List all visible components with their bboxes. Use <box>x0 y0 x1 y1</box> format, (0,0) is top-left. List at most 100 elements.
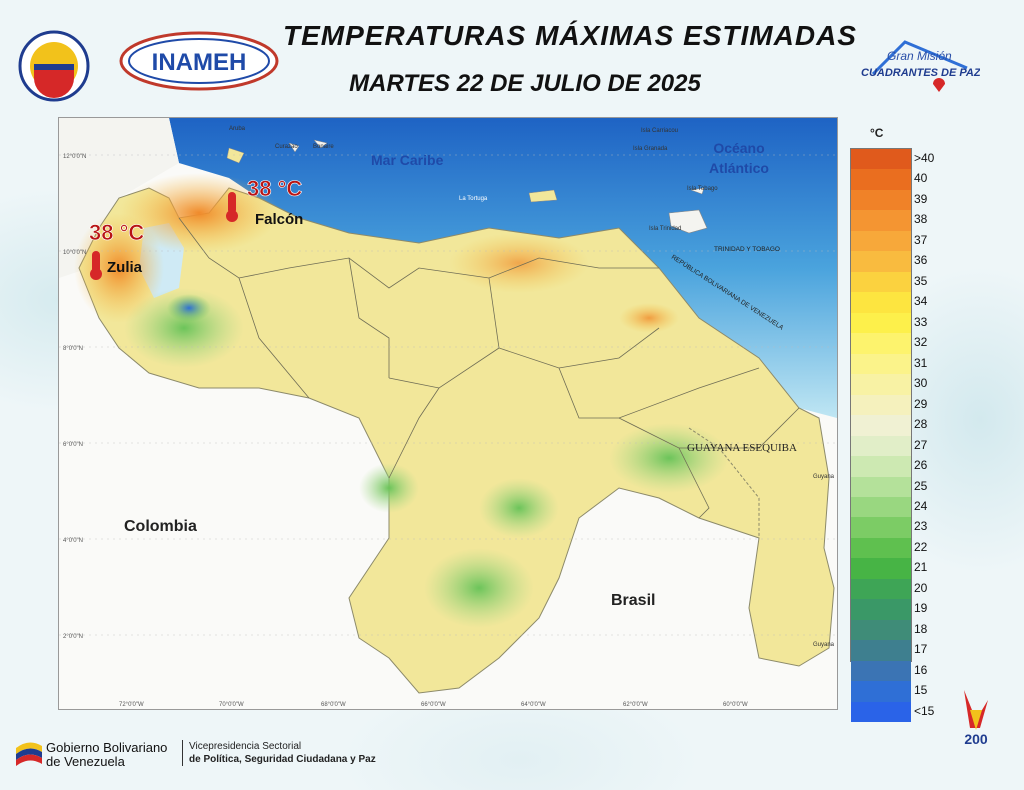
legend-swatch <box>851 619 911 641</box>
legend-swatch <box>851 476 911 497</box>
legend-label: 17 <box>914 642 928 657</box>
hotspot-zulia-temp: 38 °C <box>89 220 144 245</box>
gm-logo-line1: Gran Misión <box>887 49 952 63</box>
hotspot-zulia: 38 °C Zulia <box>89 220 145 280</box>
legend-label: 25 <box>914 478 928 493</box>
label-guyana-2: Guyana <box>813 642 835 648</box>
label-isla-carriacou: Isla Carriacou <box>641 128 678 134</box>
legend-swatch <box>851 251 911 272</box>
hotspot-zulia-place: Zulia <box>107 259 143 276</box>
gobierno-bolivariano-logo: Gobierno Bolivariano de Venezuela <box>14 738 184 770</box>
legend-swatch <box>851 599 911 620</box>
lon-tick: 66°0'0"W <box>421 702 446 708</box>
legend-label: 19 <box>914 601 928 616</box>
legend-label: 35 <box>914 273 928 288</box>
legend-label: >40 <box>914 151 935 165</box>
legend-swatch <box>851 537 911 559</box>
legend-swatch <box>851 149 911 170</box>
legend-label: 23 <box>914 519 928 534</box>
page-title: TEMPERATURAS MÁXIMAS ESTIMADAS <box>283 20 857 51</box>
legend-label: 20 <box>914 580 928 595</box>
legend-label: 36 <box>914 253 928 268</box>
label-colombia: Colombia <box>124 518 197 535</box>
label-bonaire: Bonaire <box>313 144 334 150</box>
legend-label: 24 <box>914 498 928 513</box>
legend-label: 29 <box>914 396 928 411</box>
lon-tick: 60°0'0"W <box>723 702 748 708</box>
hotspot-falcon-temp: 38 °C <box>247 176 302 201</box>
lon-tick: 70°0'0"W <box>219 702 244 708</box>
label-mar-caribe: Mar Caribe <box>371 152 444 168</box>
legend-label: 38 <box>914 212 928 227</box>
vicepresidencia-text: Vicepresidencia Sectorial de Política, S… <box>182 740 376 766</box>
lon-tick: 68°0'0"W <box>321 702 346 708</box>
legend-label: 32 <box>914 335 928 350</box>
lat-tick: 4°0'0"N <box>63 538 83 544</box>
temperature-map: 12°0'0"N 10°0'0"N 8°0'0"N 6°0'0"N 4°0'0"… <box>58 117 838 710</box>
legend-label: 28 <box>914 417 928 432</box>
legend-swatch <box>851 415 911 436</box>
label-isla-trinidad: Isla Trinidad <box>649 226 681 232</box>
legend-swatch <box>851 435 911 457</box>
legend-label: 40 <box>914 171 928 186</box>
gob-line2: de Venezuela <box>46 754 125 769</box>
page-subtitle: MARTES 22 DE JULIO DE 2025 <box>349 70 701 97</box>
legend-label: 16 <box>914 662 928 677</box>
legend-swatch <box>851 558 911 579</box>
gran-mision-logo: Gran Misión CUADRANTES DE PAZ <box>855 28 982 98</box>
legend-label: 21 <box>914 560 928 575</box>
gm-logo-line2: CUADRANTES DE PAZ <box>861 67 980 79</box>
legend-label: 31 <box>914 355 928 370</box>
legend-swatch <box>851 169 911 190</box>
legend-swatch <box>851 271 911 293</box>
legend-swatch <box>851 640 911 661</box>
vp-line2: de Política, Seguridad Ciudadana y Paz <box>189 754 376 765</box>
legend-swatch <box>851 517 911 538</box>
anniv-text: 200 <box>964 731 988 747</box>
legend-swatch <box>851 374 911 395</box>
vp-line1: Vicepresidencia Sectorial <box>189 741 302 752</box>
legend-swatch <box>851 681 911 702</box>
legend-swatch <box>851 701 911 723</box>
lat-tick: 6°0'0"N <box>63 442 83 448</box>
inameh-logo-text: INAMEH <box>152 49 247 76</box>
label-la-tortuga: La Tortuga <box>459 196 488 202</box>
legend-label: 18 <box>914 621 928 636</box>
lat-tick: 12°0'0"N <box>63 154 86 160</box>
label-oceano: Océano <box>713 140 764 156</box>
legend-swatch <box>851 578 911 600</box>
label-guyana-1: Guyana <box>813 474 835 480</box>
legend-label: 27 <box>914 437 928 452</box>
legend-labels: >40 40 39 38 37 36 35 34 33 32 31 30 29 28 27 26 25 24 23 2… <box>914 148 954 721</box>
legend-swatch <box>851 333 911 354</box>
lat-tick: 2°0'0"N <box>63 634 83 640</box>
legend-swatch <box>851 210 911 231</box>
legend-unit: °C <box>870 126 884 140</box>
hotspot-falcon-place: Falcón <box>255 211 303 228</box>
temperature-legend <box>850 148 912 723</box>
legend-label: 22 <box>914 539 928 554</box>
legend-label: <15 <box>914 703 935 718</box>
legend-label: 30 <box>914 376 928 391</box>
label-guayana-esequiba: GUAYANA ESEQUIBA <box>687 442 797 454</box>
legend-swatch <box>851 456 911 477</box>
label-brasil: Brasil <box>611 592 655 609</box>
label-isla-tobago: Isla Tobago <box>687 186 718 192</box>
legend-label: 34 <box>914 294 928 309</box>
legend-label: 37 <box>914 232 928 247</box>
legend-swatch <box>851 292 911 313</box>
legend-label: 26 <box>914 458 928 473</box>
bicentenario-logo: 200 <box>950 680 1002 762</box>
venezuela-flag-icon <box>16 742 42 766</box>
gob-line1: Gobierno Bolivariano <box>46 740 168 755</box>
hotspot-falcon: 38 °C Falcón <box>226 176 303 228</box>
lat-tick: 8°0'0"N <box>63 346 83 352</box>
label-aruba: Aruba <box>229 126 246 132</box>
legend-label: 33 <box>914 314 928 329</box>
label-curazao: Curazao <box>275 144 298 150</box>
legend-label: 39 <box>914 191 928 206</box>
legend-swatch <box>851 660 911 682</box>
lon-tick: 64°0'0"W <box>521 702 546 708</box>
legend-swatch <box>851 394 911 416</box>
inameh-logo: INAMEH <box>118 30 280 92</box>
